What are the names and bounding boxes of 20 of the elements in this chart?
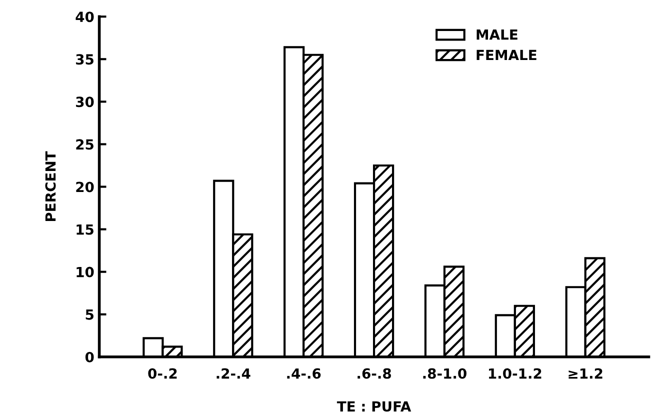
y-tick-label: 25 [76, 139, 94, 150]
y-tick-label: 15 [76, 224, 94, 235]
x-tick-label: .4-.6 [287, 368, 321, 379]
y-tick-label: 35 [76, 54, 94, 65]
x-tick-label: 1.0-1.2 [489, 368, 542, 379]
x-tick-label: 0-.2 [148, 368, 177, 379]
y-axis-title: PERCENT [45, 151, 56, 222]
y-tick-label: 5 [86, 310, 94, 320]
y-tick-label: 40 [76, 12, 94, 22]
x-tick-label: .6-.8 [358, 368, 391, 379]
x-tick-label: .2-.4 [216, 368, 250, 379]
x-tick-label: .8-1.0 [423, 368, 466, 379]
legend-label: FEMALE [476, 50, 536, 60]
y-tick-label: 10 [76, 266, 94, 278]
legend-label: MALE [476, 30, 518, 40]
y-tick-label: 0 [85, 352, 94, 362]
y-tick-label: 20 [76, 182, 94, 192]
x-tick-label: ≥1.2 [568, 368, 602, 379]
x-axis-title: TE : PUFA [336, 401, 412, 412]
y-tick-label: 30 [76, 96, 94, 108]
